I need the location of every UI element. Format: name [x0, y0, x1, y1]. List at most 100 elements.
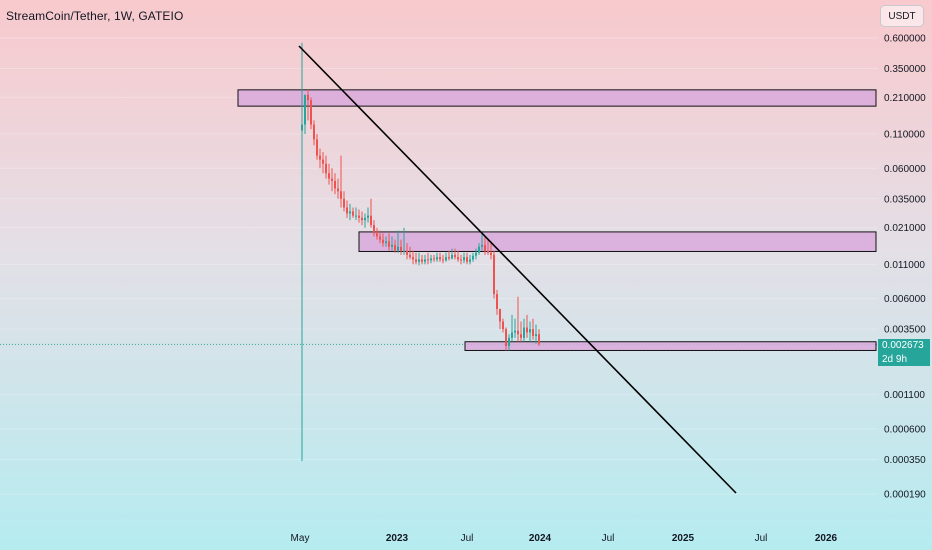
candle-body — [424, 259, 426, 262]
x-tick-label: Jul — [755, 533, 768, 544]
trendline-segment — [298, 45, 737, 494]
candle-body — [478, 246, 480, 253]
last-price-badge: 0.002673 2d 9h — [878, 339, 930, 366]
candle-body — [349, 211, 351, 214]
candle-body — [508, 337, 510, 346]
candle-body — [367, 215, 369, 218]
candle-body — [313, 124, 315, 140]
zone-rect — [464, 341, 877, 351]
candle-body — [448, 257, 450, 259]
candle-body — [451, 254, 453, 259]
y-tick-label: 0.000600 — [884, 424, 926, 435]
y-tick-label: 0.001100 — [884, 390, 925, 401]
candle-body — [472, 255, 474, 260]
bar-countdown: 2d 9h — [882, 354, 908, 365]
candle-body — [385, 241, 387, 244]
candle-body — [496, 294, 498, 309]
candle-body — [535, 334, 537, 336]
candle-body — [412, 257, 414, 260]
candle-body — [457, 257, 459, 260]
y-tick-label: 0.210000 — [884, 93, 926, 104]
candle-body — [484, 244, 486, 251]
candle-body — [490, 252, 492, 255]
candle-body — [430, 258, 432, 261]
zone-rect — [358, 231, 877, 252]
candles — [301, 42, 540, 462]
candle-body — [304, 94, 306, 125]
candle-body — [340, 191, 342, 199]
price-axis[interactable]: 0.600000 0.350000 0.210000 0.110000 0.060000… — [884, 34, 926, 501]
trendline — [298, 45, 737, 494]
x-tick-label: 2025 — [672, 533, 695, 544]
candle-body — [523, 327, 525, 338]
candle-body — [517, 330, 519, 335]
x-tick-label: Jul — [602, 533, 615, 544]
candle-body — [325, 163, 327, 174]
y-tick-label: 0.000350 — [884, 455, 926, 466]
candle-body — [382, 239, 384, 244]
candle-body — [442, 259, 444, 261]
candle-body — [307, 94, 309, 101]
y-tick-label: 0.350000 — [884, 64, 926, 75]
candle-body — [355, 215, 357, 217]
currency-button[interactable]: USDT — [880, 5, 924, 27]
candle-body — [511, 332, 513, 338]
candle-body — [331, 178, 333, 181]
grid — [0, 37, 878, 495]
candle-body — [493, 254, 495, 295]
candle-body — [532, 329, 534, 336]
y-tick-label: 0.006000 — [884, 294, 926, 305]
candle-body — [436, 257, 438, 260]
candle-body — [379, 236, 381, 240]
y-tick-label: 0.021000 — [884, 223, 926, 234]
time-axis[interactable]: May 2023 Jul 2024 Jul 2025 Jul 2026 — [291, 533, 838, 544]
candle-body — [376, 233, 378, 237]
candle-body — [499, 308, 501, 322]
candle-body — [319, 155, 321, 160]
candle-body — [529, 329, 531, 333]
x-tick-label: 2026 — [815, 533, 838, 544]
candle-body — [322, 159, 324, 164]
support-resistance-zones — [237, 89, 877, 351]
x-tick-label: Jul — [461, 533, 474, 544]
candle-body — [358, 215, 360, 218]
candle-body — [520, 334, 522, 338]
candle-body — [361, 217, 363, 221]
y-tick-label: 0.035000 — [884, 194, 926, 205]
candle-body — [400, 246, 402, 251]
candle-body — [526, 327, 528, 333]
candle-body — [439, 257, 441, 260]
candle-body — [364, 217, 366, 221]
candle-body — [475, 252, 477, 256]
y-tick-label: 0.003500 — [884, 325, 926, 336]
candle-body — [310, 100, 312, 125]
candle-body — [346, 207, 348, 214]
candle-body — [502, 321, 504, 330]
candle-body — [514, 330, 516, 333]
candle-body — [481, 244, 483, 247]
candle-body — [469, 259, 471, 262]
y-tick-label: 0.110000 — [884, 130, 925, 141]
candle-body — [373, 225, 375, 234]
x-tick-label: May — [291, 533, 310, 544]
candle-body — [406, 250, 408, 255]
candle-body — [388, 241, 390, 247]
candle-body — [301, 124, 303, 131]
candle-body — [409, 254, 411, 258]
candle-body — [403, 250, 405, 252]
candle-body — [343, 198, 345, 208]
candle-body — [397, 246, 399, 251]
candle-body — [328, 173, 330, 179]
candle-body — [466, 257, 468, 262]
candle-body — [460, 259, 462, 261]
candle-body — [421, 259, 423, 262]
zone-rect — [237, 89, 877, 107]
last-price-value: 0.002673 — [882, 340, 924, 351]
candle-body — [454, 254, 456, 258]
chart-title: StreamCoin/Tether, 1W, GATEIO — [6, 9, 184, 23]
candle-body — [487, 250, 489, 253]
candle-body — [445, 257, 447, 261]
candle-body — [505, 329, 507, 346]
candle-body — [418, 259, 420, 262]
